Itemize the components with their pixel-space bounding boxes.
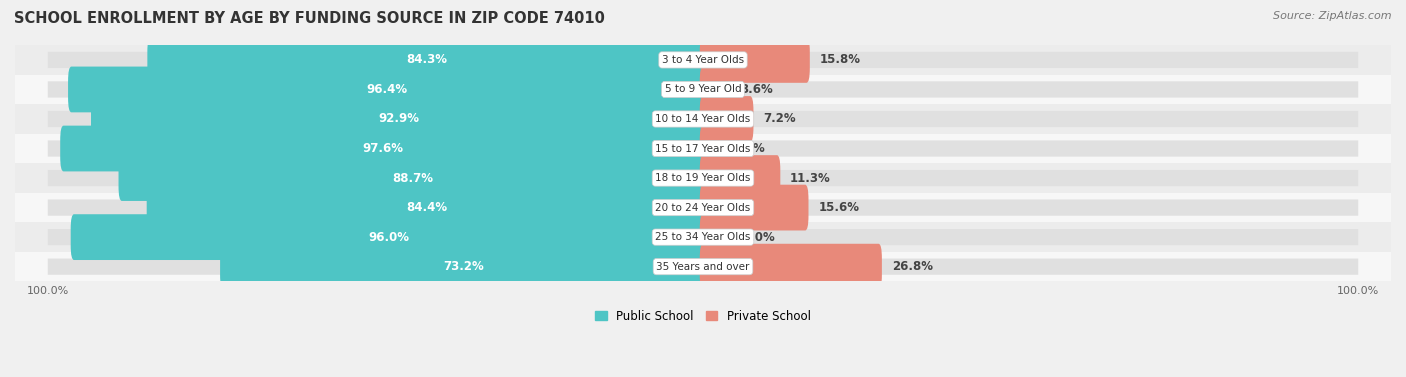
FancyBboxPatch shape [48, 111, 703, 127]
FancyBboxPatch shape [700, 67, 730, 112]
Bar [15, 45, 1391, 75]
FancyBboxPatch shape [91, 96, 706, 142]
Bar [15, 75, 1391, 104]
Bar [15, 134, 1391, 163]
Text: 4.0%: 4.0% [742, 231, 775, 244]
Bar [15, 163, 1391, 193]
FancyBboxPatch shape [60, 126, 706, 172]
Text: 10 to 14 Year Olds: 10 to 14 Year Olds [655, 114, 751, 124]
FancyBboxPatch shape [700, 126, 723, 172]
Text: 92.9%: 92.9% [378, 112, 419, 126]
Legend: Public School, Private School: Public School, Private School [591, 305, 815, 328]
FancyBboxPatch shape [48, 199, 703, 216]
Text: 20 to 24 Year Olds: 20 to 24 Year Olds [655, 202, 751, 213]
FancyBboxPatch shape [703, 52, 1358, 68]
FancyBboxPatch shape [700, 244, 882, 290]
Text: 2.4%: 2.4% [733, 142, 765, 155]
FancyBboxPatch shape [48, 140, 703, 157]
Text: 84.3%: 84.3% [406, 54, 447, 66]
Text: 5 to 9 Year Old: 5 to 9 Year Old [665, 84, 741, 95]
FancyBboxPatch shape [70, 214, 706, 260]
Text: 15.8%: 15.8% [820, 54, 860, 66]
Bar [15, 104, 1391, 134]
Bar [15, 193, 1391, 222]
Text: 3 to 4 Year Olds: 3 to 4 Year Olds [662, 55, 744, 65]
Bar [15, 252, 1391, 281]
FancyBboxPatch shape [700, 214, 733, 260]
Text: 97.6%: 97.6% [363, 142, 404, 155]
FancyBboxPatch shape [700, 96, 754, 142]
FancyBboxPatch shape [148, 37, 706, 83]
Text: 15 to 17 Year Olds: 15 to 17 Year Olds [655, 144, 751, 153]
Text: 88.7%: 88.7% [392, 172, 433, 185]
Text: 35 Years and over: 35 Years and over [657, 262, 749, 272]
FancyBboxPatch shape [703, 229, 1358, 245]
Text: 84.4%: 84.4% [406, 201, 447, 214]
FancyBboxPatch shape [703, 259, 1358, 275]
Text: 18 to 19 Year Olds: 18 to 19 Year Olds [655, 173, 751, 183]
FancyBboxPatch shape [48, 259, 703, 275]
FancyBboxPatch shape [48, 81, 703, 98]
FancyBboxPatch shape [700, 155, 780, 201]
FancyBboxPatch shape [703, 199, 1358, 216]
Text: 7.2%: 7.2% [763, 112, 796, 126]
FancyBboxPatch shape [703, 81, 1358, 98]
FancyBboxPatch shape [48, 52, 703, 68]
Text: 96.0%: 96.0% [368, 231, 409, 244]
FancyBboxPatch shape [118, 155, 706, 201]
FancyBboxPatch shape [700, 37, 810, 83]
Text: 26.8%: 26.8% [891, 260, 932, 273]
FancyBboxPatch shape [703, 111, 1358, 127]
FancyBboxPatch shape [67, 67, 706, 112]
FancyBboxPatch shape [703, 140, 1358, 157]
Text: 11.3%: 11.3% [790, 172, 831, 185]
Bar [15, 222, 1391, 252]
Text: Source: ZipAtlas.com: Source: ZipAtlas.com [1274, 11, 1392, 21]
Text: 96.4%: 96.4% [367, 83, 408, 96]
FancyBboxPatch shape [700, 185, 808, 230]
FancyBboxPatch shape [48, 170, 703, 186]
Text: 25 to 34 Year Olds: 25 to 34 Year Olds [655, 232, 751, 242]
FancyBboxPatch shape [48, 229, 703, 245]
Text: 15.6%: 15.6% [818, 201, 859, 214]
Text: 73.2%: 73.2% [443, 260, 484, 273]
FancyBboxPatch shape [221, 244, 706, 290]
FancyBboxPatch shape [703, 170, 1358, 186]
FancyBboxPatch shape [146, 185, 706, 230]
Text: SCHOOL ENROLLMENT BY AGE BY FUNDING SOURCE IN ZIP CODE 74010: SCHOOL ENROLLMENT BY AGE BY FUNDING SOUR… [14, 11, 605, 26]
Text: 3.6%: 3.6% [740, 83, 772, 96]
